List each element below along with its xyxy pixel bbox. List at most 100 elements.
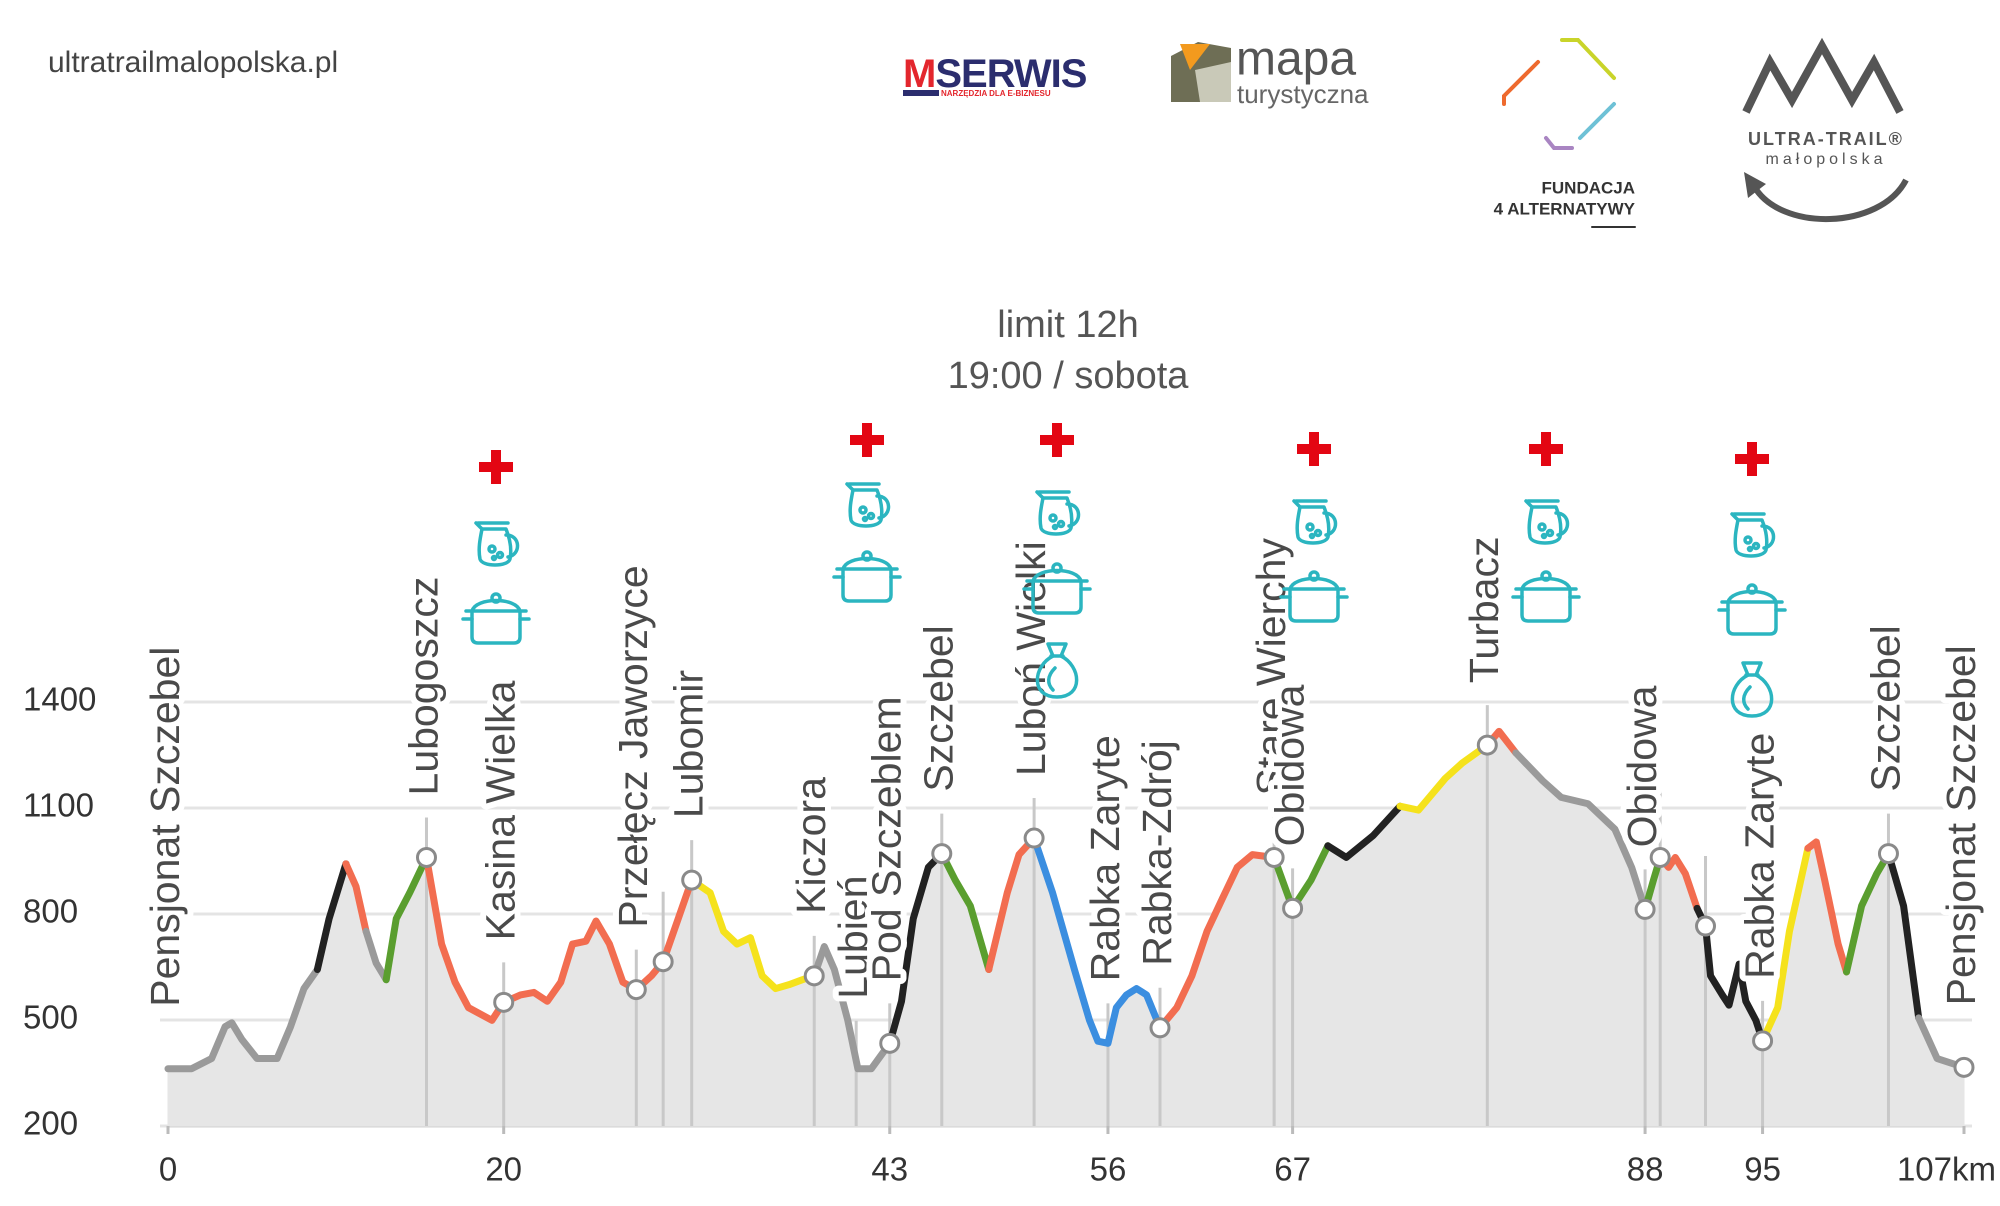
checkpoint-marker <box>1282 897 1304 919</box>
logo-lead: M <box>903 52 935 96</box>
profile-line <box>1324 802 1404 861</box>
area-fill <box>1486 730 1517 1127</box>
logo-text: turystyczna <box>1237 79 1369 109</box>
area-fill <box>167 967 318 1127</box>
area-fill <box>691 879 815 1127</box>
food-icon <box>832 550 902 603</box>
logo-fundacja: FUNDACJA 4 ALTERNATYWY <box>1494 38 1636 228</box>
profile-line <box>362 927 390 984</box>
logo-text: ULTRA-TRAIL® <box>1748 129 1904 149</box>
profile-line <box>1512 749 1649 913</box>
logo-mountains <box>1742 37 1904 114</box>
chart-subtitle: 19:00 / sobota <box>948 355 1190 397</box>
logo-shape <box>1502 60 1540 106</box>
checkpoint-marker <box>803 965 825 987</box>
y-tick-label: 200 <box>23 1105 78 1142</box>
checkpoint-label: Obidowa <box>1266 684 1312 846</box>
logo-arrow <box>1744 172 1766 198</box>
checkpoint-label: Rabka Zaryte <box>1082 735 1128 981</box>
profile-line <box>1843 850 1892 976</box>
profile-line <box>1759 844 1812 1045</box>
checkpoint-label: Kasina Wielka <box>478 680 524 940</box>
site-url: ultratrailmalopolska.pl <box>48 46 338 79</box>
checkpoint-label: Lubień <box>830 876 876 999</box>
y-tick-label: 500 <box>23 999 78 1036</box>
x-tick-label: 107km <box>1897 1151 1996 1188</box>
profile-line <box>164 965 321 1073</box>
profile-line <box>1270 842 1332 912</box>
checkpoint-label: Turbacz <box>1461 537 1507 684</box>
checkpoint-label: Przełęcz Jaworzyce <box>610 565 656 927</box>
bag-icon <box>1730 661 1774 718</box>
logo-shape <box>1578 102 1616 140</box>
x-tick-label: 67 <box>1274 1151 1311 1188</box>
checkpoint-marker <box>1263 846 1285 868</box>
medic-icon <box>850 423 884 457</box>
checkpoint-label: Kiczora <box>788 777 834 914</box>
food-icon <box>1717 583 1787 636</box>
checkpoint-label: Szczebel <box>1862 625 1908 791</box>
profile-line <box>382 853 430 984</box>
x-tick-label: 95 <box>1744 1151 1781 1188</box>
water-icon <box>1524 499 1570 545</box>
logo-text: FUNDACJA <box>1542 178 1636 197</box>
checkpoint-marker <box>1953 1056 1975 1078</box>
logo-arc <box>1751 178 1909 223</box>
logo-text: 4 ALTERNATYWY <box>1494 199 1636 218</box>
checkpoint-marker <box>625 979 647 1001</box>
x-tick-label: 0 <box>159 1151 177 1188</box>
x-tick-label: 56 <box>1090 1151 1127 1188</box>
checkpoint-marker <box>1149 1017 1171 1039</box>
logo-bar <box>903 90 939 96</box>
profile-line <box>1804 838 1850 976</box>
checkpoint-marker <box>1023 827 1045 849</box>
checkpoint-marker <box>415 846 437 868</box>
profile-line <box>1156 851 1278 1032</box>
y-tick-label: 800 <box>23 893 78 930</box>
profile-line <box>1396 741 1491 814</box>
profile-line <box>688 876 818 993</box>
profile-line <box>886 850 946 1047</box>
checkpoint-marker <box>931 843 953 865</box>
checkpoint-label: Stare Wierchy <box>1248 538 1294 796</box>
profile-line <box>1884 850 1923 1022</box>
water-icon <box>1292 499 1338 545</box>
checkpoint-lines <box>424 705 1890 1126</box>
logo-tagline: NARZĘDZIA DLA E-BIZNESU <box>941 89 1051 98</box>
plot: 200 500 800 1100 1400 0 20 43 56 67 88 95 107km Pensj… <box>23 531 1996 1188</box>
profile-line <box>938 850 993 973</box>
profile-line <box>1693 904 1767 1045</box>
food-icon <box>461 592 531 645</box>
checkpoint-marker <box>1877 843 1899 865</box>
checkpoint-marker <box>1649 846 1671 868</box>
medic-icon <box>479 450 513 484</box>
checkpoint-marker <box>1634 898 1656 920</box>
profile-line <box>810 943 894 1073</box>
medic-icon <box>1040 423 1074 457</box>
profile-line <box>985 834 1038 973</box>
checkpoint-label: Obidowa <box>1619 685 1665 847</box>
checkpoint-label: Lubomir <box>666 670 712 818</box>
y-tick-label: 1400 <box>23 681 96 718</box>
checkpoint-marker <box>493 991 515 1013</box>
medic-icon <box>1529 432 1563 466</box>
checkpoint-label: Pensjonat Szczebel <box>1938 645 1984 1005</box>
checkpoint-marker <box>681 869 703 891</box>
x-tick-label: 88 <box>1627 1151 1664 1188</box>
checkpoint-marker <box>652 951 674 973</box>
area-fill <box>1399 744 1488 1127</box>
checkpoint-marker <box>1476 734 1498 756</box>
water-icon <box>474 521 520 567</box>
water-icon <box>1035 490 1081 536</box>
y-tick-label: 1100 <box>23 787 94 824</box>
logo-ultratrail: ULTRA-TRAIL® małopolska <box>1742 37 1909 223</box>
logo-text: MSERWIS <box>903 52 1087 96</box>
logo-mapa: mapa turystyczna <box>1171 33 1369 109</box>
logo-rest: SERWIS <box>935 52 1086 96</box>
profile-line <box>313 860 350 973</box>
x-tick-label: 43 <box>871 1151 908 1188</box>
checkpoint-marker <box>1752 1030 1774 1052</box>
checkpoint-label: Pod Szczeblem <box>864 696 910 981</box>
checkpoint-marker <box>1695 915 1717 937</box>
